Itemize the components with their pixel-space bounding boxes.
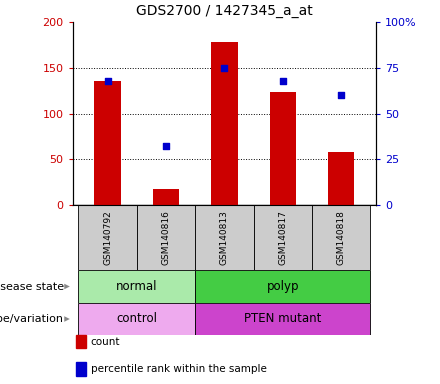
Point	[221, 65, 228, 71]
Point	[337, 92, 345, 98]
Point	[104, 78, 111, 84]
Bar	[312, 205, 370, 270]
Bar	[78, 303, 195, 335]
Bar	[195, 303, 370, 335]
Bar	[76, 362, 86, 376]
Text: genotype/variation: genotype/variation	[0, 314, 64, 324]
Bar	[78, 270, 195, 303]
Text: GSM140813: GSM140813	[220, 210, 229, 265]
Bar	[195, 270, 370, 303]
Bar	[211, 42, 238, 205]
Text: polyp: polyp	[267, 280, 299, 293]
Bar	[78, 205, 137, 270]
Text: PTEN mutant: PTEN mutant	[244, 313, 322, 326]
Bar	[195, 205, 253, 270]
Text: percentile rank within the sample: percentile rank within the sample	[91, 364, 267, 374]
Text: control: control	[116, 313, 158, 326]
Bar	[95, 81, 121, 205]
Point	[279, 78, 286, 84]
Text: normal: normal	[116, 280, 158, 293]
Bar	[153, 189, 179, 205]
Bar	[76, 334, 86, 348]
Bar	[328, 152, 354, 205]
Title: GDS2700 / 1427345_a_at: GDS2700 / 1427345_a_at	[136, 4, 313, 18]
Text: GSM140816: GSM140816	[161, 210, 171, 265]
Text: GSM140818: GSM140818	[337, 210, 346, 265]
Bar	[270, 91, 296, 205]
Point	[162, 143, 169, 149]
Text: count: count	[91, 337, 120, 347]
Bar	[253, 205, 312, 270]
Text: GSM140817: GSM140817	[278, 210, 287, 265]
Text: disease state: disease state	[0, 281, 64, 291]
Bar	[137, 205, 195, 270]
Text: GSM140792: GSM140792	[103, 210, 112, 265]
